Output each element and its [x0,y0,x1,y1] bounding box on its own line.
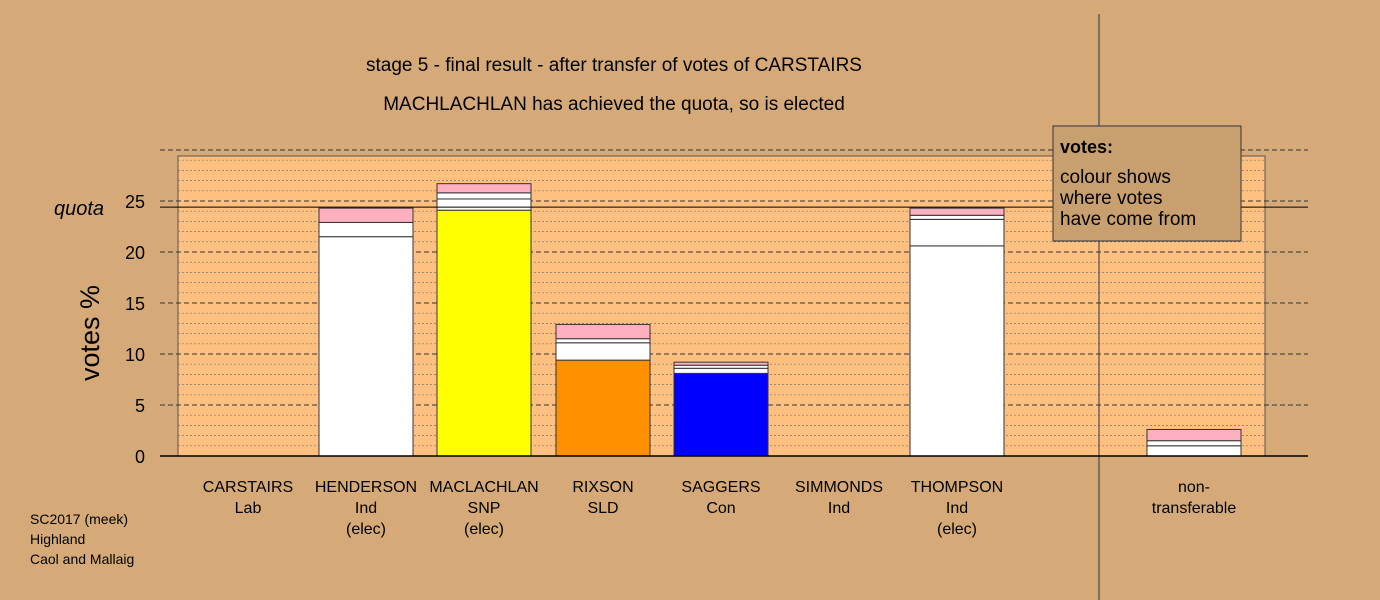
bar-segment [436,198,532,211]
category-name: SIMMONDS [795,479,883,496]
bar-segment [673,372,769,457]
category-party: Con [706,500,735,517]
chart-subtitle: MACHLACHLAN has achieved the quota, so i… [383,94,845,115]
y-tick-label: 25 [125,192,145,212]
category-status: (elec) [464,521,504,538]
legend-box [1052,125,1242,242]
category-name: MACLACHLAN [429,479,538,496]
bar-segment [909,218,1005,247]
bar-segment [436,183,532,194]
y-tick-label: 0 [135,447,145,467]
bar-segment [909,245,1005,457]
y-tick-label: 20 [125,243,145,263]
footer-line: Highland [30,531,85,547]
category-party: SLD [587,500,618,517]
bar-segment [1146,440,1242,447]
bars [318,183,1242,457]
category-name: CARSTAIRS [203,479,293,496]
category-status: (elec) [346,521,386,538]
category-name: SAGGERS [681,479,760,496]
bar-segment [436,209,532,457]
bar-segment [436,192,532,200]
bar-segment [555,338,651,344]
category-party: Ind [828,500,850,517]
chart-title: stage 5 - final result - after transfer … [366,55,862,76]
bar-segment [318,221,414,238]
legend-line: colour shows [1060,167,1171,188]
category-labels: CARSTAIRS Lab HENDERSON Ind (elec) MACLACHLAN… [203,479,1237,538]
bar-segment [555,342,651,361]
category-party: Ind [355,500,377,517]
y-axis: 0 5 10 15 20 25 [125,192,145,467]
bar-segment [909,207,1005,216]
category-party: SNP [468,500,501,517]
y-axis-label: votes % [75,285,105,381]
bar-segment [1146,428,1242,442]
bar-segment [909,214,1005,220]
legend-line: have come from [1060,209,1196,230]
quota-label: quota [54,198,104,220]
category-party: transferable [1152,500,1237,517]
category-name: THOMPSON [911,479,1003,496]
y-tick-label: 15 [125,294,145,314]
bar-segment [318,236,414,457]
bar-segment [555,359,651,457]
legend-line: where votes [1059,188,1162,209]
bar-segment [673,361,769,366]
category-party: Lab [235,500,262,517]
category-name: non- [1178,479,1210,496]
footer-line: SC2017 (meek) [30,511,128,527]
category-party: Ind [946,500,968,517]
category-name: RIXSON [572,479,633,496]
legend: votes: colour shows where votes have com… [1052,125,1242,242]
legend-title: votes: [1060,137,1113,157]
bar-segment [673,367,769,374]
y-tick-label: 10 [125,345,145,365]
category-status: (elec) [937,521,977,538]
bar-segment [555,323,651,340]
category-name: HENDERSON [315,479,417,496]
footer-line: Caol and Mallaig [30,551,134,567]
bar-segment [318,207,414,223]
y-tick-label: 5 [135,396,145,416]
bar-segment [1146,445,1242,457]
